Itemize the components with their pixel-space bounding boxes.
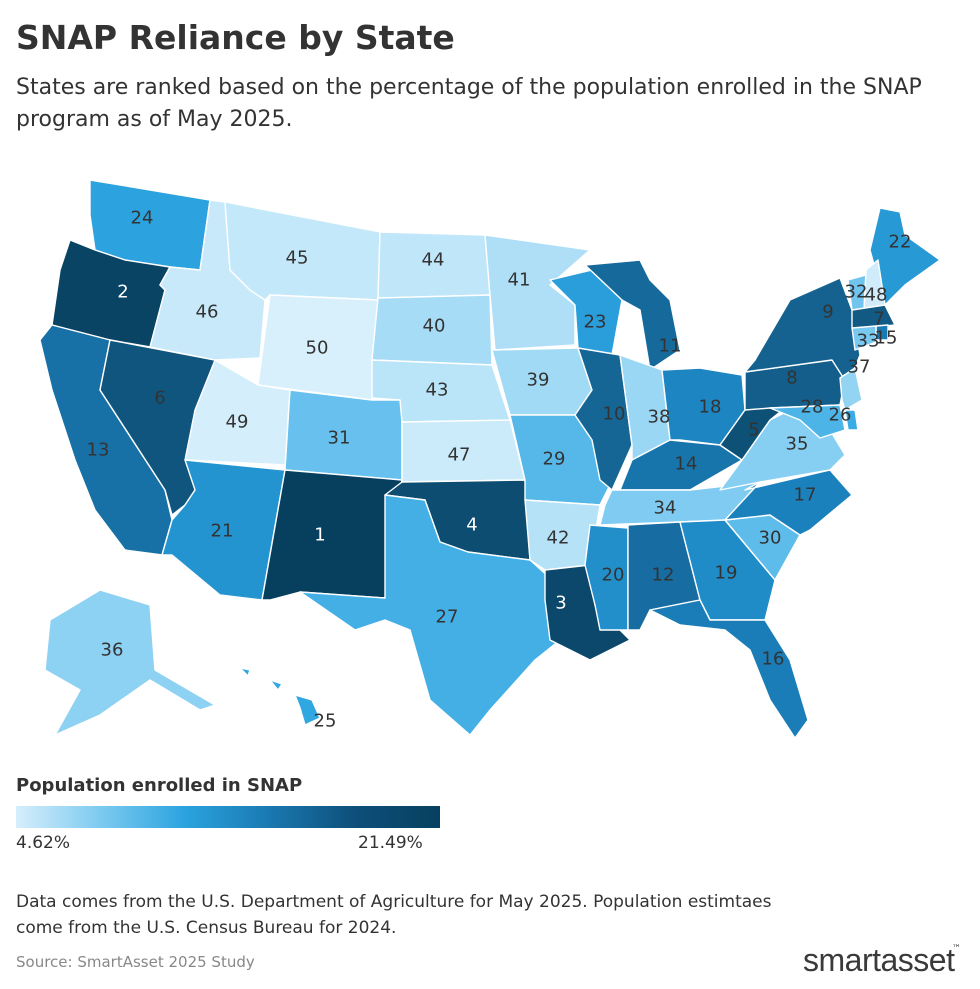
rank-label-id: 46 [196,302,219,323]
rank-label-ct: 33 [857,331,880,352]
rank-label-wy: 50 [306,338,329,359]
legend-color-scale [16,806,440,828]
rank-label-la: 3 [555,593,566,614]
rank-label-fl: 16 [762,649,785,670]
rank-label-ri: 15 [875,328,898,349]
state-nj [839,367,863,411]
rank-label-ks: 47 [448,445,471,466]
state-mn [484,234,591,351]
rank-label-tx: 27 [436,607,459,628]
rank-label-de: 26 [829,405,852,426]
rank-label-hi: 25 [314,711,337,732]
rank-label-ia: 39 [527,370,550,391]
rank-label-mn: 41 [508,270,531,291]
rank-label-il: 10 [603,404,626,425]
rank-label-wv: 5 [748,420,759,441]
rank-label-ky: 14 [675,454,698,475]
rank-label-mt: 45 [286,248,309,269]
state-de [844,409,859,431]
rank-label-ak: 36 [101,640,124,661]
source-line: Source: SmartAsset 2025 Study [16,953,255,971]
state-mi [584,259,681,371]
rank-label-ok: 4 [466,515,477,536]
state-me [869,207,941,306]
rank-label-tn: 34 [654,498,677,519]
rank-label-wa: 24 [131,208,154,229]
state-ct [851,325,877,351]
legend-min-label: 4.62% [16,833,71,853]
rank-label-nv: 6 [154,388,165,409]
rank-label-al: 12 [652,565,675,586]
state-tx [299,494,561,736]
rank-label-co: 31 [328,428,351,449]
legend: Population enrolled in SNAP 4.62% 21.49% [16,775,446,853]
state-md [769,404,846,439]
rank-label-ar: 42 [547,528,570,549]
rank-label-mi: 11 [659,336,682,357]
data-note: Data comes from the U.S. Department of A… [16,892,772,938]
state-hi [239,667,321,726]
state-nm [261,469,403,601]
rank-label-ga: 19 [715,563,738,584]
rank-label-ca: 13 [87,440,110,461]
state-fl [649,599,809,739]
rank-label-or: 2 [117,282,128,303]
trademark-mark: ™ [952,944,961,954]
rank-label-sc: 30 [759,528,782,549]
rank-label-nj: 37 [848,357,871,378]
rank-label-vt: 32 [845,282,868,303]
rank-label-nh: 48 [865,285,888,306]
rank-label-oh: 18 [699,397,722,418]
state-ny [744,277,861,386]
state-nc [724,469,853,536]
rank-label-md: 28 [801,397,824,418]
legend-max-label: 21.49% [358,833,423,853]
rank-label-nm: 1 [314,525,325,546]
page-subtitle: States are ranked based on the percentag… [16,75,922,132]
rank-label-pa: 8 [786,368,797,389]
rank-label-sd: 40 [423,316,446,337]
rank-label-ms: 20 [602,565,625,586]
page-title: SNAP Reliance by State [16,18,455,57]
smartasset-logo: smartasset [803,942,955,978]
rank-label-in: 38 [648,407,671,428]
rank-label-ne: 43 [426,380,449,401]
rank-label-nd: 44 [422,250,445,271]
state-ak [44,589,216,736]
legend-title: Population enrolled in SNAP [16,775,303,796]
rank-label-wi: 23 [584,312,607,333]
rank-label-ny: 9 [822,302,833,323]
rank-label-nc: 17 [794,485,817,506]
rank-label-mo: 29 [543,449,566,470]
rank-label-ma: 7 [873,309,884,330]
rank-label-az: 21 [211,521,234,542]
rank-label-ut: 49 [226,412,249,433]
rank-label-va: 35 [786,434,809,455]
rank-label-me: 22 [889,232,912,253]
